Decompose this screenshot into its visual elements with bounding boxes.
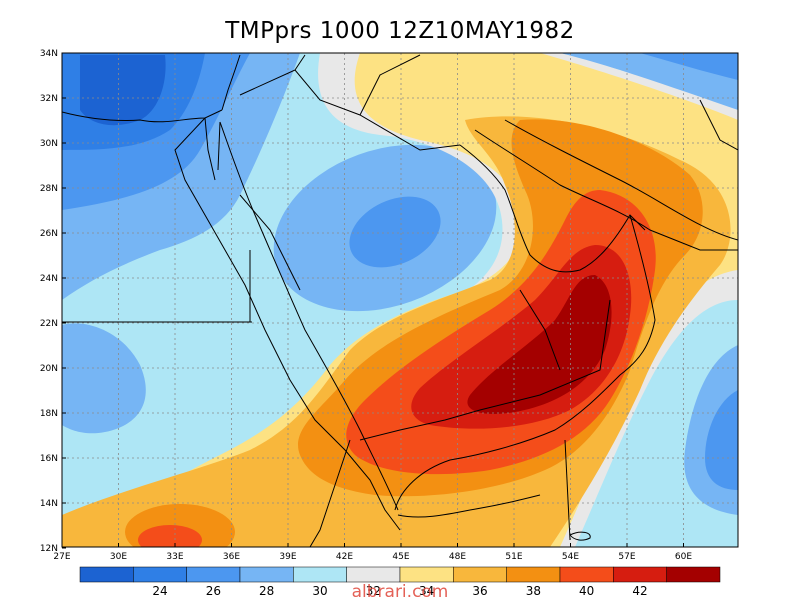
lon-tick-label: 33E	[166, 552, 183, 562]
colorbar-label: 38	[526, 584, 541, 598]
colorbar-swatch	[399, 566, 454, 583]
colorbar-swatch	[293, 566, 347, 583]
lon-tick-label: 48E	[449, 552, 466, 562]
lat-tick-label: 32N	[40, 94, 58, 104]
colorbar-label: 30	[312, 584, 327, 598]
colorbar-swatch	[559, 566, 614, 583]
map-title: TMPprs 1000 12Z10MAY1982	[225, 18, 575, 44]
lat-lon-grid	[62, 53, 738, 547]
lon-tick-label: 51E	[505, 552, 522, 562]
lat-tick-label: 20N	[40, 364, 58, 374]
temperature-field	[62, 53, 738, 547]
colorbar: 24 26 28 30 32 34 36 38 40 42	[79, 566, 721, 598]
colorbar-label: 32	[366, 584, 381, 598]
colorbar-label: 28	[259, 584, 274, 598]
lat-tick-label: 26N	[40, 229, 58, 239]
lon-tick-label: 42E	[336, 552, 353, 562]
lat-tick-label: 16N	[40, 454, 58, 464]
colorbar-swatch	[453, 566, 507, 583]
lat-tick-label: 24N	[40, 274, 58, 284]
colorbar-swatch	[133, 566, 187, 583]
lat-tick-label: 14N	[40, 499, 58, 509]
lon-tick-label: 36E	[223, 552, 240, 562]
lat-tick-label: 30N	[40, 139, 58, 149]
lon-tick-label: 54E	[562, 552, 579, 562]
lat-tick-label: 28N	[40, 184, 58, 194]
lon-tick-label: 39E	[279, 552, 296, 562]
lon-tick-label: 60E	[675, 552, 692, 562]
colorbar-label: 40	[579, 584, 594, 598]
lat-tick-label: 22N	[40, 319, 58, 329]
colorbar-swatch	[186, 566, 241, 583]
longitude-labels: 27E 30E 33E 36E 39E 42E 45E 48E 51E 54E 57E 60E	[53, 543, 692, 562]
colorbar-swatch	[239, 566, 294, 583]
colorbar-label: 42	[632, 584, 647, 598]
colorbar-swatch	[506, 566, 561, 583]
map-frame	[61, 52, 739, 548]
colorbar-label: 26	[206, 584, 221, 598]
latitude-labels: 34N 32N 30N 28N 26N 24N 22N 20N 18N 16N 14N 12N	[40, 49, 66, 554]
coastline-borders	[62, 54, 738, 547]
lon-tick-label: 30E	[110, 552, 127, 562]
colorbar-label: 34	[419, 584, 434, 598]
lon-tick-label: 27E	[53, 552, 70, 562]
colorbar-swatch	[613, 566, 667, 583]
lon-tick-label: 57E	[618, 552, 635, 562]
lat-tick-label: 12N	[40, 544, 58, 554]
colorbar-swatch	[666, 566, 721, 583]
watermark-text: albrari.com	[351, 582, 449, 602]
lon-tick-label: 45E	[392, 552, 409, 562]
lat-tick-label: 34N	[40, 49, 58, 59]
colorbar-swatch	[346, 566, 401, 583]
colorbar-swatch	[79, 566, 134, 583]
colorbar-label: 36	[472, 584, 487, 598]
colorbar-label: 24	[152, 584, 167, 598]
lat-tick-label: 18N	[40, 409, 58, 419]
